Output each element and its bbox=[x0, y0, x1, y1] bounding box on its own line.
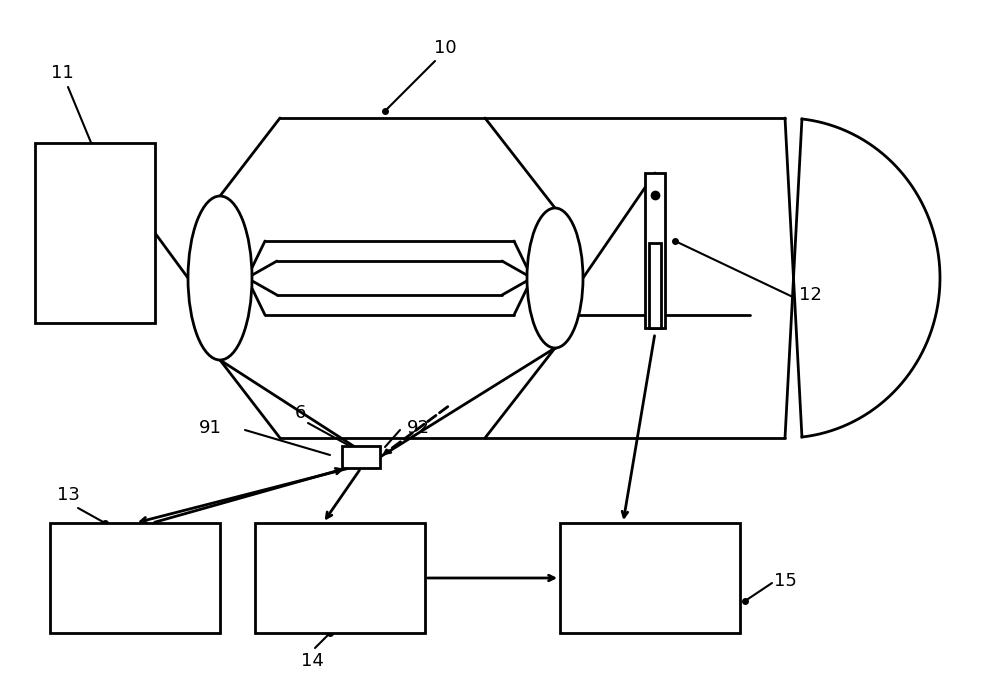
Text: 6: 6 bbox=[294, 404, 306, 422]
Text: 15: 15 bbox=[774, 572, 796, 590]
Text: 14: 14 bbox=[301, 652, 323, 670]
Text: 91: 91 bbox=[199, 419, 221, 437]
Ellipse shape bbox=[527, 208, 583, 348]
Ellipse shape bbox=[188, 196, 252, 360]
Bar bbox=[342, 446, 380, 468]
Text: 12: 12 bbox=[799, 286, 821, 304]
Bar bbox=[50, 523, 220, 633]
Text: 13: 13 bbox=[57, 486, 79, 504]
Text: 10: 10 bbox=[434, 39, 456, 57]
Text: 11: 11 bbox=[51, 64, 73, 82]
Bar bbox=[255, 523, 425, 633]
Text: 92: 92 bbox=[406, 419, 430, 437]
Bar bbox=[560, 523, 740, 633]
Bar bbox=[35, 143, 155, 323]
Bar bbox=[645, 173, 665, 328]
Bar bbox=[649, 243, 661, 328]
